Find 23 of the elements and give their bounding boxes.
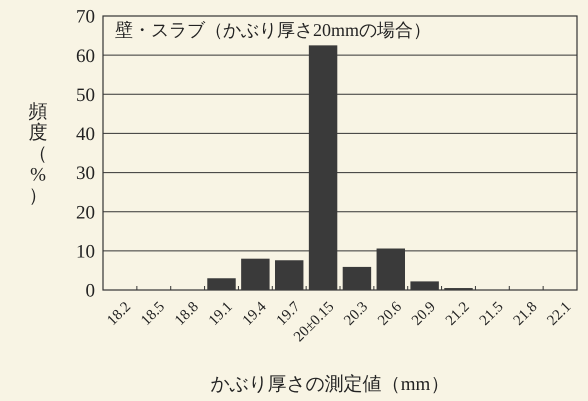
x-tick-label: 18.8 (172, 298, 202, 329)
y-tick-label: 10 (76, 242, 95, 263)
y-tick-label: 20 (76, 202, 95, 224)
y-tick-label: 70 (76, 6, 95, 28)
x-tick-label: 19.4 (240, 298, 270, 329)
y-tick-label: 30 (76, 163, 95, 184)
y-tick-label: 40 (76, 124, 95, 146)
chart-title: 壁・スラブ（かぶり厚さ20mmの場合） (115, 20, 432, 40)
x-tick-label: 21.5 (476, 298, 507, 329)
x-tick-label: 20.3 (341, 298, 372, 329)
x-tick-label: 20.9 (409, 298, 439, 329)
x-axis-title: かぶり厚さの測定値（mm） (210, 373, 450, 395)
x-tick-label: 22.1 (544, 298, 574, 329)
y-tick-label: 60 (76, 46, 95, 67)
x-tick-label: 18.5 (138, 298, 168, 329)
y-tick-label: 50 (76, 84, 95, 106)
x-tick-label: 21.2 (442, 298, 473, 329)
x-tick-label: 19.1 (206, 298, 236, 329)
y-axis-title: 頻度（%） (28, 102, 48, 207)
x-tick-label: 18.2 (104, 298, 134, 329)
y-tick-label: 0 (86, 280, 95, 302)
x-tick-label: 20.6 (375, 298, 406, 329)
x-tick-label: 21.8 (510, 298, 540, 329)
